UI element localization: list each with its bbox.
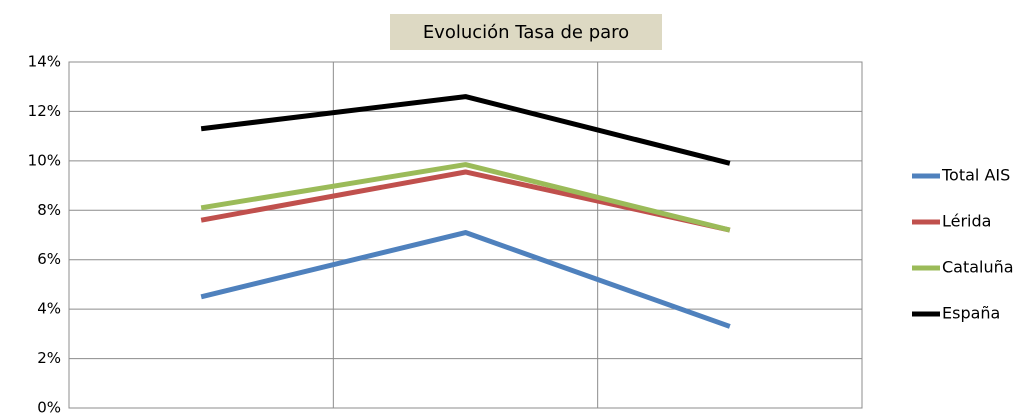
legend-label: España (942, 304, 1000, 323)
plot-border (68, 61, 863, 409)
title-box (390, 14, 662, 50)
y-tick-label: 2% (37, 349, 61, 367)
y-tick-label: 6% (37, 250, 61, 268)
legend-label: Lérida (942, 212, 991, 231)
y-tick-label: 14% (28, 53, 61, 71)
series-line (200, 230, 731, 329)
y-tick-label: 0% (37, 399, 61, 417)
y-tick-label: 8% (37, 201, 61, 219)
legend-label: Cataluña (942, 258, 1014, 277)
y-tick-label: 4% (37, 300, 61, 318)
chart-title: Evolución Tasa de paro (423, 22, 629, 43)
y-tick-label: 10% (28, 151, 61, 169)
legend-label: Total AIS (941, 166, 1010, 185)
series-line (200, 162, 731, 233)
series-line (200, 169, 731, 233)
series-line (200, 94, 731, 166)
y-tick-label: 12% (28, 102, 61, 120)
